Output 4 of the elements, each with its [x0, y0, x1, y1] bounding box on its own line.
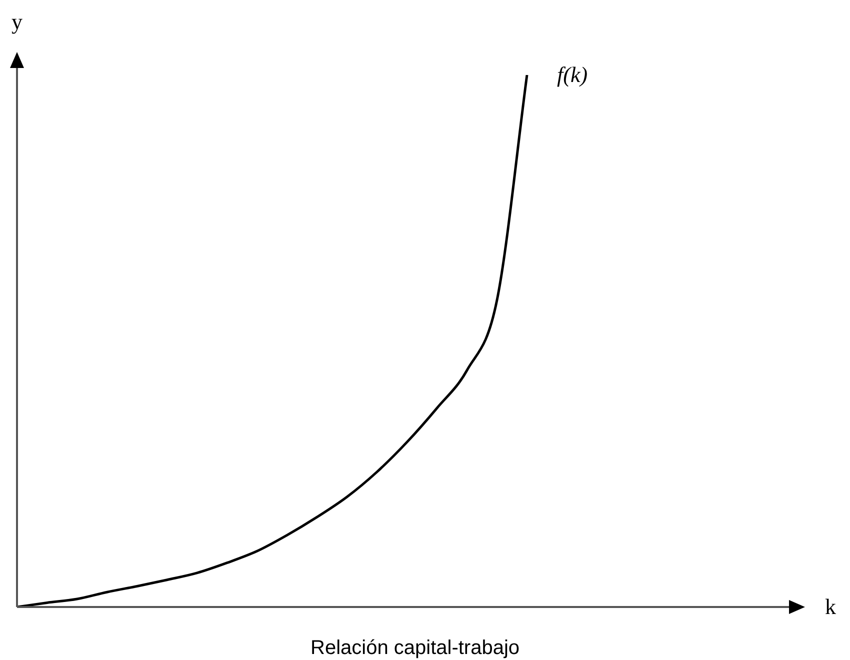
x-axis-title: k — [825, 594, 836, 620]
series-label: f(k) — [557, 62, 588, 88]
y-axis-title: y — [12, 9, 22, 35]
text: Relación capital-trabajo — [310, 636, 520, 660]
